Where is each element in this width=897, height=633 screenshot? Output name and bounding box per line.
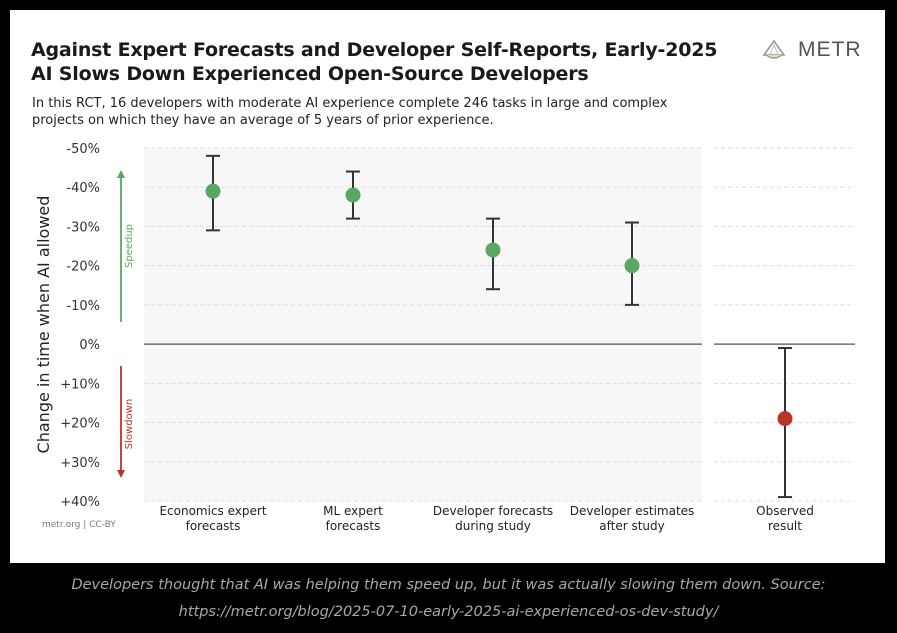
x-category-label: Observed <box>756 504 814 518</box>
y-tick-label: 0% <box>79 338 100 353</box>
y-tick-label: -40% <box>66 181 100 196</box>
x-category-label: forecasts <box>186 519 241 533</box>
slowdown-arrowhead <box>117 470 125 478</box>
x-category-label: during study <box>455 519 531 533</box>
x-category-label: after study <box>599 519 664 533</box>
caption-line-1: Developers thought that AI was helping t… <box>71 577 826 593</box>
image-caption: Developers thought that AI was helping t… <box>0 572 897 626</box>
y-tick-label: -20% <box>66 260 100 275</box>
credit-text: metr.org | CC-BY <box>42 520 116 530</box>
data-point <box>624 258 640 274</box>
y-tick-label: +10% <box>60 377 100 392</box>
x-category-label: Developer estimates <box>570 504 695 518</box>
data-point <box>205 183 221 199</box>
data-point <box>345 187 361 203</box>
speedup-label: Speedup <box>124 224 135 268</box>
logo-text: METR <box>798 38 862 61</box>
chart-title-line-2: AI Slows Down Experienced Open-Source De… <box>31 63 589 85</box>
x-category-label: result <box>768 519 802 533</box>
chart-subtitle-line-2: projects on which they have an average o… <box>32 113 494 128</box>
y-tick-label: +30% <box>60 456 100 471</box>
x-category-label: Developer forecasts <box>433 504 553 518</box>
y-tick-label: +40% <box>60 495 100 510</box>
speedup-arrowhead <box>117 170 125 178</box>
chart-plot: -50% -40% -30% -20% -10% 0% +10% +20% +30% +40% Ch… <box>34 142 855 533</box>
chart-title: Against Expert Forecasts and Developer S… <box>31 38 718 86</box>
y-tick-label: +20% <box>60 417 100 432</box>
chart-subtitle: In this RCT, 16 developers with moderate… <box>32 95 667 129</box>
plot-panel-forecasts <box>144 148 702 501</box>
y-tick-label: -10% <box>66 299 100 314</box>
chart-title-line-1: Against Expert Forecasts and Developer S… <box>31 39 718 61</box>
y-tick-label: -50% <box>66 142 100 157</box>
caption-line-2: https://metr.org/blog/2025-07-10-early-2… <box>178 604 719 620</box>
data-point <box>485 242 501 258</box>
slowdown-label: Slowdown <box>124 399 135 449</box>
metr-lamp-logo-icon <box>762 39 786 59</box>
chart-card: Against Expert Forecasts and Developer S… <box>10 10 885 563</box>
x-category-label: ML expert <box>323 504 383 518</box>
x-category-label: Economics expert <box>159 504 266 518</box>
x-category-label: forecasts <box>326 519 381 533</box>
data-point <box>777 411 793 427</box>
chart-subtitle-line-1: In this RCT, 16 developers with moderate… <box>32 96 668 111</box>
metr-logo: METR <box>760 38 862 62</box>
y-axis-title: Change in time when AI allowed <box>34 196 53 454</box>
y-tick-label: -30% <box>66 220 100 235</box>
